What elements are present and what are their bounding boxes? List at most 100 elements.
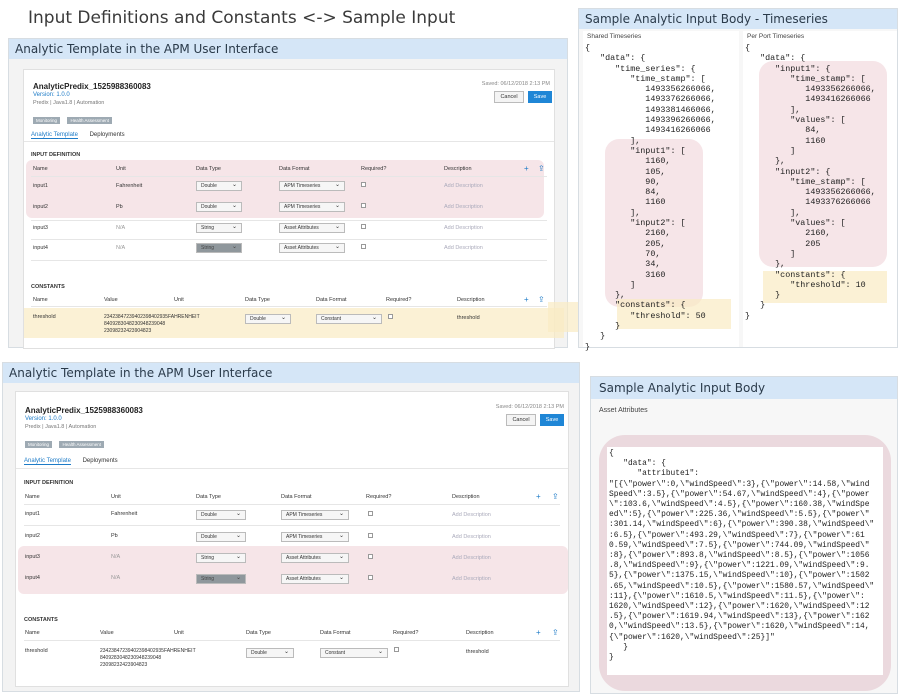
input3-type-select[interactable]: String <box>196 223 242 233</box>
input3-unit: N/A <box>116 225 126 231</box>
input1-format-select-2[interactable]: APM Timeseries <box>281 510 349 520</box>
version-label: Version: 1.0.0 <box>33 92 70 98</box>
threshold-value-line1: 23423847239402398402935FAHRENHEIT <box>104 314 200 320</box>
input2-format-select-2[interactable]: APM Timeseries <box>281 532 349 542</box>
input-header-data-type-2: Data Type <box>196 494 221 500</box>
cancel-button[interactable]: Cancel <box>494 91 524 103</box>
input3-description[interactable]: Add Description <box>444 225 483 231</box>
input4-required-checkbox-2[interactable] <box>368 575 373 580</box>
top-analytic-template-panel: Analytic Template in the APM User Interf… <box>8 38 568 349</box>
add-input-icon-2[interactable]: + <box>536 492 541 501</box>
add-input-icon[interactable]: + <box>524 164 529 173</box>
input-header-data-format-2: Data Format <box>281 494 312 500</box>
asset-name: AnalyticPredix_1525988360083 <box>33 82 151 91</box>
input4-type-select[interactable]: String <box>196 243 242 253</box>
top-panel-header: Analytic Template in the APM User Interf… <box>9 39 567 59</box>
constant-connector-highlight <box>548 302 578 332</box>
highlight-perport-constants <box>763 271 887 303</box>
threshold-format-select[interactable]: Constant <box>316 314 382 324</box>
input4-required-checkbox[interactable] <box>361 244 366 249</box>
bottom-analytic-template-panel: Analytic Template in the APM User Interf… <box>2 362 580 692</box>
perport-timeseries-json: { "data": { "input1": { "time_stamp": [ … <box>745 43 876 321</box>
input1-description[interactable]: Add Description <box>444 183 483 189</box>
input2-type-select[interactable]: Double <box>196 202 242 212</box>
input3-required-checkbox[interactable] <box>361 224 366 229</box>
threshold-type-select-2[interactable]: Double <box>246 648 294 658</box>
input-header-unit: Unit <box>116 166 126 172</box>
input4-format-select[interactable]: Asset Attributes <box>279 243 345 253</box>
input2-unit: Pb <box>116 204 123 210</box>
threshold-value-line2-2: 8409283048230948239048 <box>100 655 162 661</box>
input-header-unit-2: Unit <box>111 494 121 500</box>
const-header-unit-2: Unit <box>174 630 184 636</box>
input2-unit-2: Pb <box>111 533 118 539</box>
input3-format-select-2[interactable]: Asset Attributes <box>281 553 349 563</box>
input4-name: input4 <box>33 245 48 251</box>
input2-type-select-2[interactable]: Double <box>196 532 246 542</box>
input3-required-checkbox-2[interactable] <box>368 554 373 559</box>
highlight-constant-row <box>24 308 564 338</box>
const-header-data-format-2: Data Format <box>320 630 351 636</box>
input4-description-2[interactable]: Add Description <box>452 576 491 582</box>
meta-label-2: Predix | Java1.8 | Automation <box>25 424 97 430</box>
const-header-unit: Unit <box>174 297 184 303</box>
tab-deployments-2[interactable]: Deployments <box>82 458 118 464</box>
input2-required-checkbox[interactable] <box>361 203 366 208</box>
tag-list: Monitoring Health Assessment <box>33 109 115 127</box>
upload-constant-icon[interactable]: ⇪ <box>538 295 545 304</box>
threshold-format-select-2[interactable]: Constant <box>320 648 388 658</box>
input1-format-select[interactable]: APM Timeseries <box>279 181 345 191</box>
saved-timestamp-2: Saved: 06/12/2018 2:13 PM <box>495 404 564 410</box>
tab-analytic-template[interactable]: Analytic Template <box>31 132 78 139</box>
input2-name-2: input2 <box>25 533 40 539</box>
tab-analytic-template-2[interactable]: Analytic Template <box>24 458 71 465</box>
input4-unit-2: N/A <box>111 575 121 581</box>
input-definition-title-2: INPUT DEFINITION <box>24 480 74 486</box>
highlight-perport-inputs <box>759 61 887 267</box>
input4-description[interactable]: Add Description <box>444 245 483 251</box>
perport-timeseries-label: Per Port Timeseries <box>747 33 805 40</box>
input3-description-2[interactable]: Add Description <box>452 555 491 561</box>
input1-type-select[interactable]: Double <box>196 181 242 191</box>
save-button[interactable]: Save <box>528 91 552 103</box>
upload-constant-icon-2[interactable]: ⇪ <box>552 628 559 637</box>
input1-description-2[interactable]: Add Description <box>452 512 491 518</box>
tag-health-assessment-2: Health Assessment <box>59 441 104 448</box>
threshold-name-2: threshold <box>25 648 48 654</box>
const-header-name: Name <box>33 297 48 303</box>
const-header-data-type-2: Data Type <box>246 630 271 636</box>
tag-monitoring-2: Monitoring <box>25 441 53 448</box>
input3-type-select-2[interactable]: String <box>196 553 246 563</box>
input4-type-select-2[interactable]: String <box>196 574 246 584</box>
input-header-description-2: Description <box>452 494 480 500</box>
save-button-2[interactable]: Save <box>540 414 564 426</box>
input-definition-title: INPUT DEFINITION <box>31 152 81 158</box>
add-constant-icon-2[interactable]: + <box>536 628 541 637</box>
input2-format-select[interactable]: APM Timeseries <box>279 202 345 212</box>
threshold-type-select[interactable]: Double <box>245 314 291 324</box>
input1-required-checkbox-2[interactable] <box>368 511 373 516</box>
input1-required-checkbox[interactable] <box>361 182 366 187</box>
threshold-required-checkbox-2[interactable] <box>394 647 399 652</box>
input3-name-2: input3 <box>25 554 40 560</box>
shared-timeseries-box: Shared Timeseries { "data": { "time_seri… <box>583 31 739 352</box>
asset-attributes-label: Asset Attributes <box>599 407 648 414</box>
input2-required-checkbox-2[interactable] <box>368 533 373 538</box>
input2-description[interactable]: Add Description <box>444 204 483 210</box>
upload-input-icon-2[interactable]: ⇪ <box>552 492 559 501</box>
input3-format-select[interactable]: Asset Attributes <box>279 223 345 233</box>
const-header-required: Required? <box>386 297 412 303</box>
timeseries-panel-header: Sample Analytic Input Body - Timeseries <box>579 9 897 29</box>
constants-title: CONSTANTS <box>31 284 65 290</box>
highlight-shared-inputs <box>605 139 703 307</box>
tab-deployments[interactable]: Deployments <box>89 132 125 138</box>
upload-input-icon[interactable]: ⇪ <box>538 164 545 173</box>
input4-format-select-2[interactable]: Asset Attributes <box>281 574 349 584</box>
input1-unit: Fahrenheit <box>116 183 143 189</box>
threshold-required-checkbox[interactable] <box>388 314 393 319</box>
add-constant-icon[interactable]: + <box>524 295 529 304</box>
input1-type-select-2[interactable]: Double <box>196 510 246 520</box>
cancel-button-2[interactable]: Cancel <box>506 414 536 426</box>
input-header-required: Required? <box>361 166 387 172</box>
input2-description-2[interactable]: Add Description <box>452 534 491 540</box>
